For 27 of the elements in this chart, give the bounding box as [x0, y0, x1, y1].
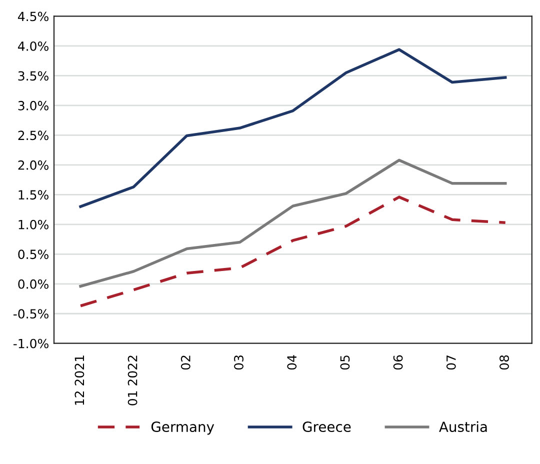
legend-label: Germany	[151, 422, 214, 435]
x-tick-label: 05	[340, 356, 350, 370]
y-tick-label: -0.5%	[13, 309, 48, 319]
legend-label: Austria	[439, 421, 487, 432]
y-tick-label: 0.5%	[18, 250, 48, 260]
x-tick-label: 02	[180, 356, 190, 370]
x-tick-label: 01 2022	[128, 356, 138, 406]
y-tick-label: -1.0%	[13, 338, 48, 348]
y-tick-label: 0.0%	[18, 279, 48, 289]
x-tick-label: 03	[234, 355, 244, 370]
y-tick-label: 3.0%	[18, 100, 48, 110]
x-tick-label: 07	[446, 356, 456, 370]
x-tick-label: 12 2021	[74, 356, 84, 405]
y-tick-label: 2.5%	[18, 130, 48, 140]
legend-label: Greece	[302, 422, 351, 432]
x-tick-label: 08	[500, 355, 509, 370]
x-tick-label: 06	[393, 355, 403, 370]
y-tick-label: 4.5%	[18, 12, 48, 22]
x-tick-label: 04	[287, 355, 297, 370]
y-tick-label: 2.0%	[18, 160, 48, 170]
line-series	[79, 158, 507, 288]
y-tick-label: 3.5%	[18, 71, 48, 81]
y-tick-label: 4.0%	[18, 41, 48, 51]
line-series	[79, 196, 507, 308]
y-tick-label: 1.0%	[18, 220, 48, 230]
line-series	[79, 48, 507, 208]
y-tick-label: 1.5%	[18, 190, 48, 200]
